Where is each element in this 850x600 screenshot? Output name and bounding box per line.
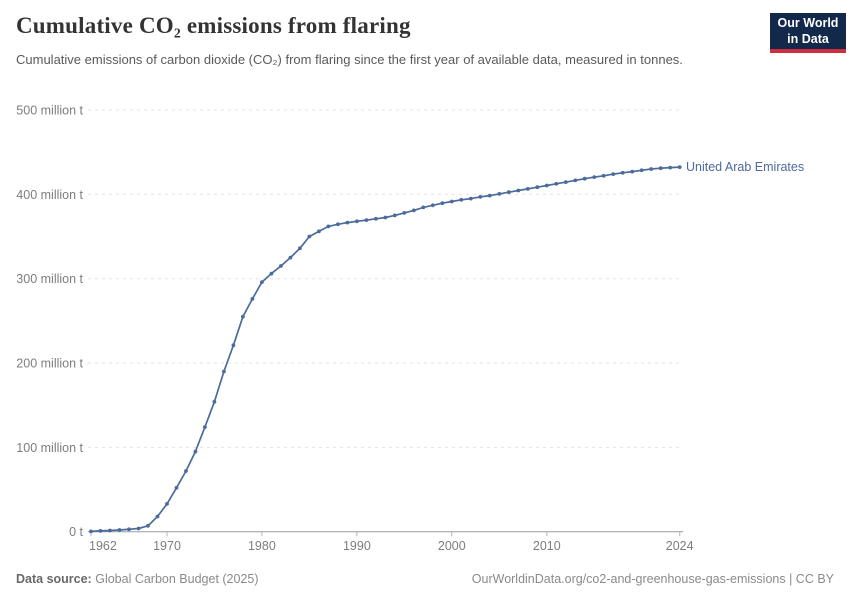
owid-logo-line2: in Data [787, 31, 829, 46]
data-point [117, 528, 122, 532]
data-point [193, 449, 198, 454]
data-point [630, 169, 635, 174]
data-point [421, 205, 426, 210]
data-point [288, 255, 293, 260]
data-point [478, 195, 483, 199]
data-point [355, 219, 359, 224]
data-point [459, 197, 464, 202]
data-point [563, 180, 568, 185]
data-point [601, 173, 606, 178]
data-point [108, 528, 112, 533]
data-point [98, 529, 103, 533]
data-point [336, 222, 340, 227]
x-axis-label: 2000 [438, 539, 466, 553]
data-point [127, 527, 131, 532]
data-point [383, 215, 388, 220]
series-line [90, 166, 681, 533]
page-title: Cumulative CO₂ emissions from flaring [16, 13, 411, 38]
data-point [487, 193, 492, 198]
data-point [174, 485, 179, 490]
data-point [468, 196, 473, 201]
data-point [184, 469, 188, 473]
y-axis-label: 400 million t [16, 188, 83, 202]
data-point [582, 176, 587, 181]
y-axis-label: 300 million t [16, 272, 83, 286]
data-point [668, 165, 673, 170]
data-point [402, 211, 407, 215]
chart-subtitle: Cumulative emissions of carbon dioxide (… [16, 52, 683, 67]
data-point [155, 514, 160, 519]
data-point [592, 175, 597, 180]
y-axis-label: 200 million t [16, 357, 83, 371]
data-point [611, 172, 616, 177]
credit-url: OurWorldinData.org/co2-and-greenhouse-ga… [471, 572, 834, 586]
owid-logo-line1: Our World [777, 16, 839, 30]
owid-logo: Our World in Data [770, 13, 846, 53]
x-axis-label: 1970 [153, 539, 181, 553]
data-point [497, 192, 502, 196]
y-axis-label: 100 million t [16, 441, 83, 455]
data-point [136, 526, 141, 531]
data-point [411, 208, 416, 213]
data-point [573, 178, 578, 183]
data-point [317, 229, 321, 234]
data-point [535, 185, 540, 190]
data-source-label: Data source: [16, 572, 92, 586]
data-point [260, 280, 264, 284]
series-end-label: United Arab Emirates [686, 160, 805, 174]
data-point [146, 523, 150, 528]
data-source-value: Global Carbon Budget (2025) [95, 572, 259, 586]
data-point [639, 168, 644, 173]
data-point [298, 246, 302, 251]
data-point [440, 201, 445, 206]
data-point [658, 166, 663, 171]
data-point [326, 224, 331, 229]
data-point [506, 190, 511, 195]
data-point [649, 167, 654, 171]
data-point [165, 502, 169, 506]
data-point [203, 425, 207, 429]
data-point [544, 183, 549, 188]
data-point [374, 216, 378, 221]
x-axis-label: 2024 [666, 539, 694, 553]
data-point [516, 188, 521, 193]
data-point [677, 165, 682, 170]
data-source-line: Data source: Global Carbon Budget (2025) [16, 572, 259, 586]
data-point [89, 529, 93, 534]
data-point [620, 170, 625, 175]
data-point [212, 399, 217, 404]
data-point [345, 220, 350, 225]
x-axis-label: 1990 [343, 539, 371, 553]
data-point [554, 181, 559, 186]
data-point [364, 218, 369, 223]
x-axis-label: 2010 [533, 539, 561, 553]
data-point [250, 297, 255, 301]
data-point [392, 213, 397, 218]
x-axis-label: 1980 [248, 539, 276, 553]
chart-footer: Data source: Global Carbon Budget (2025)… [16, 572, 834, 586]
data-point [430, 203, 435, 208]
x-axis-label: 1962 [89, 539, 117, 553]
data-point [307, 234, 312, 239]
y-axis-label: 0 t [69, 525, 83, 539]
data-point [449, 199, 454, 204]
data-point [525, 187, 530, 191]
data-point [279, 264, 283, 268]
data-point [269, 271, 274, 276]
data-point [231, 343, 236, 348]
y-axis-label: 500 million t [16, 104, 83, 118]
data-point [222, 369, 226, 374]
data-point [241, 314, 245, 319]
